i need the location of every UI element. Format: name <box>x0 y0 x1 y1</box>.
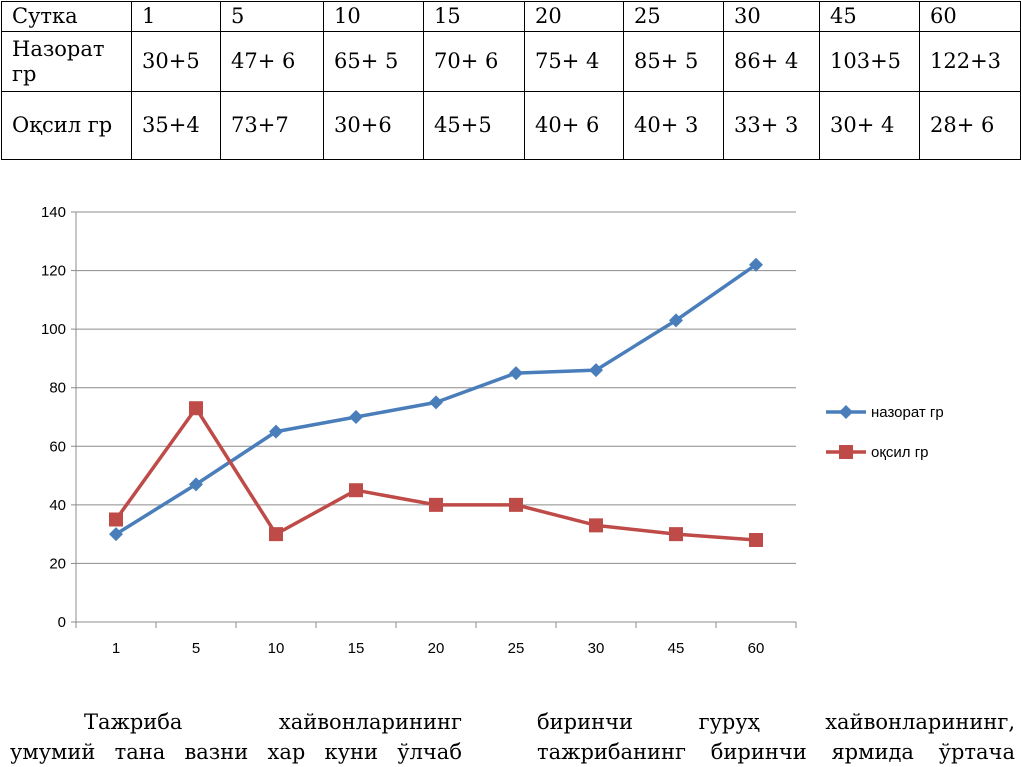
table-cell: 103+5 <box>819 31 920 92</box>
table-row: Сутка 1 5 10 15 20 25 30 45 60 <box>1 1 1021 32</box>
table-cell: 1 <box>131 1 221 32</box>
table-cell: 10 <box>323 1 424 32</box>
y-tick-label: 100 <box>41 321 66 338</box>
row-header: Сутка <box>1 1 132 32</box>
legend-marker-diamond <box>839 405 853 419</box>
data-point-square <box>109 512 123 527</box>
x-tick-label: 10 <box>268 640 285 657</box>
text-line: умумий тана вазни хар куни ўлчаб <box>10 737 462 767</box>
table-cell: 33+ 3 <box>723 91 820 160</box>
y-tick-label: 0 <box>58 614 66 631</box>
table-cell: 45+5 <box>423 91 525 160</box>
y-tick-label: 140 <box>41 204 66 221</box>
word: хайвонларининг, <box>825 710 1015 734</box>
row-header: Оқсил гр <box>1 91 132 160</box>
table-cell: 65+ 5 <box>323 31 424 92</box>
data-point-square <box>669 527 683 542</box>
table-cell: 25 <box>623 1 724 32</box>
x-tick-label: 15 <box>348 640 365 657</box>
word: Тажриба <box>84 710 183 734</box>
data-point-diamond <box>589 363 603 378</box>
y-tick-label: 60 <box>49 438 66 455</box>
table-cell: 20 <box>524 1 624 32</box>
table-cell: 75+ 4 <box>524 31 624 92</box>
y-tick-label: 40 <box>49 497 66 514</box>
x-tick-label: 45 <box>668 640 685 657</box>
table-cell: 85+ 5 <box>623 31 724 92</box>
table-cell: 86+ 4 <box>723 31 820 92</box>
table-cell: 30+6 <box>323 91 424 160</box>
data-point-square <box>429 497 443 512</box>
table-cell: 5 <box>220 1 324 32</box>
data-point-diamond <box>109 527 123 542</box>
x-tick-label: 30 <box>588 640 605 657</box>
data-point-diamond <box>269 424 283 439</box>
table-cell: 60 <box>919 1 1021 32</box>
x-tick-label: 25 <box>508 640 525 657</box>
word: куни <box>324 740 378 764</box>
data-point-diamond <box>429 395 443 410</box>
x-tick-label: 20 <box>428 640 445 657</box>
data-point-square <box>349 483 363 498</box>
table-cell: 122+3 <box>919 31 1021 92</box>
data-point-diamond <box>189 477 203 492</box>
table-cell: 73+7 <box>220 91 324 160</box>
y-tick-label: 20 <box>49 555 66 572</box>
text-line: тажрибанинг биринчи ярмида ўртача <box>537 737 1015 767</box>
word: хайвонларининг <box>278 710 462 734</box>
word: гуруҳ <box>698 710 760 734</box>
legend-label: оқсил гр <box>871 444 929 461</box>
text-line: Тажриба хайвонларининг <box>10 707 462 737</box>
x-tick-label: 5 <box>192 640 200 657</box>
text-line: биринчи гуруҳ хайвонларининг, <box>537 707 1015 737</box>
data-point-square <box>269 527 283 542</box>
table-cell: 45 <box>819 1 920 32</box>
data-point-diamond <box>349 410 363 424</box>
table-cell: 30+5 <box>131 31 221 92</box>
word: биринчи <box>710 740 807 764</box>
word: тажрибанинг <box>537 740 687 764</box>
table-cell: 70+ 6 <box>423 31 525 92</box>
table-cell: 30 <box>723 1 820 32</box>
table-cell: 28+ 6 <box>919 91 1021 160</box>
row-header: Назорат гр <box>1 31 132 92</box>
y-tick-label: 80 <box>49 380 66 397</box>
x-tick-label: 60 <box>748 640 765 657</box>
data-point-diamond <box>669 313 683 328</box>
word: ўртача <box>938 740 1015 764</box>
table-cell: 40+ 6 <box>524 91 624 160</box>
table-cell: 40+ 3 <box>623 91 724 160</box>
legend-marker-square <box>839 445 853 459</box>
table-cell: 30+ 4 <box>819 91 920 160</box>
paragraph-left-column: Тажриба хайвонларининг умумий тана вазни хар к… <box>10 707 462 767</box>
data-point-diamond <box>509 366 523 381</box>
table-cell: 35+4 <box>131 91 221 160</box>
data-point-square <box>189 401 203 416</box>
table-cell: 15 <box>423 1 525 32</box>
data-point-diamond <box>749 257 763 272</box>
word: биринчи <box>537 710 633 734</box>
x-tick-label: 1 <box>112 640 120 657</box>
word: хар <box>267 740 306 764</box>
data-point-square <box>749 533 763 547</box>
word: вазни <box>184 740 249 764</box>
data-point-square <box>589 518 603 533</box>
legend-label: назорат гр <box>871 404 944 421</box>
y-tick-label: 120 <box>41 263 66 280</box>
word: ўлчаб <box>397 740 462 764</box>
word: ярмида <box>831 740 914 764</box>
data-point-square <box>509 497 523 512</box>
data-table: Сутка 1 5 10 15 20 25 30 45 60 Назорат гр 30+5 47+ 6… <box>1 1 1021 160</box>
paragraph-right-column: биринчи гуруҳ хайвонларининг, тажрибанинг би… <box>537 707 1015 767</box>
table-cell: 47+ 6 <box>220 31 324 92</box>
word: тана <box>114 740 166 764</box>
word: умумий <box>10 740 96 764</box>
